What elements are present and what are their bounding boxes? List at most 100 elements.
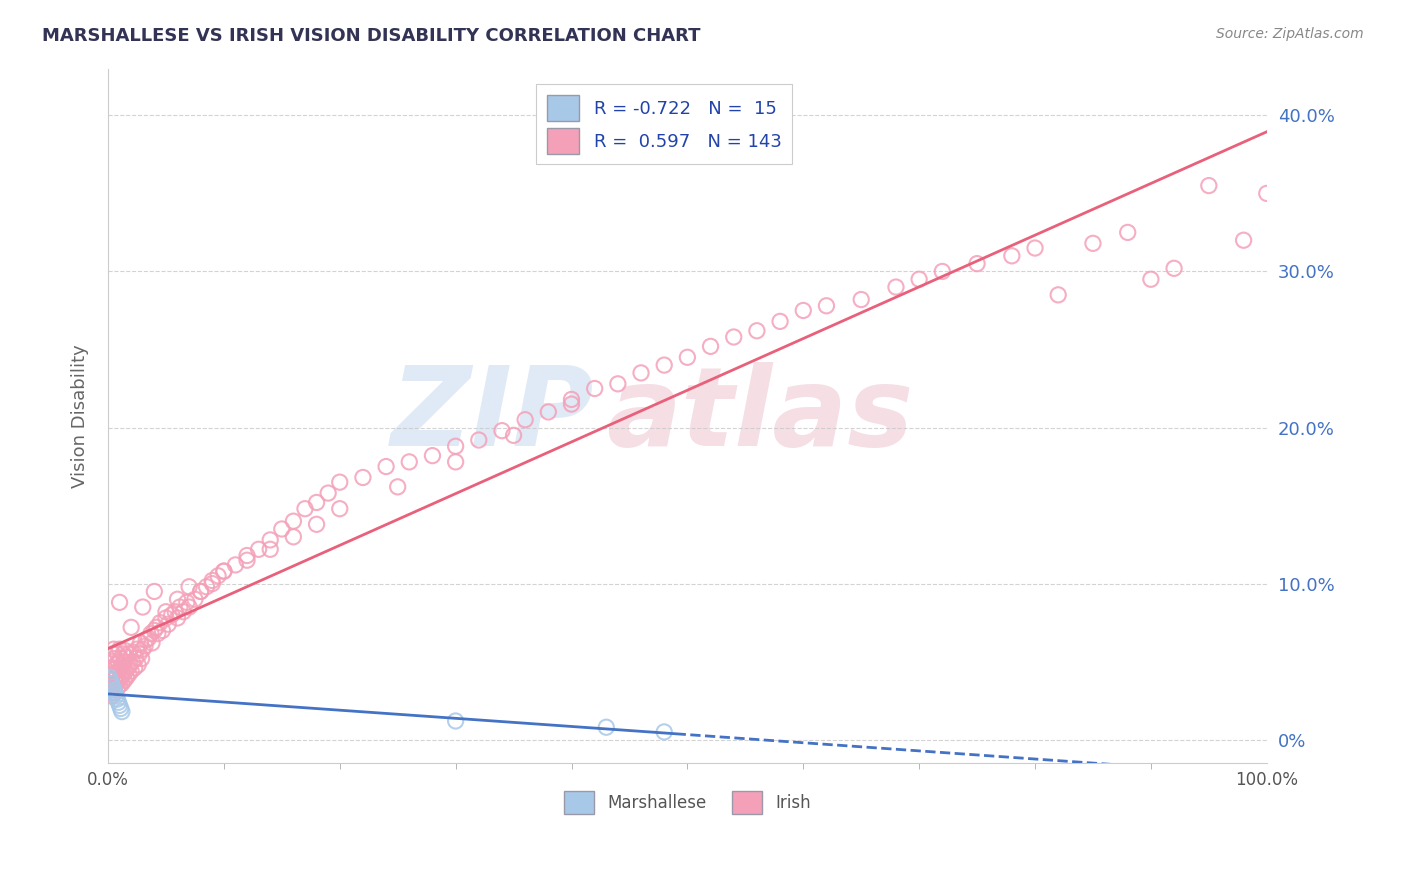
Point: [444, 714, 467, 728]
Point: [166, 592, 188, 607]
Point: [120, 664, 142, 678]
Point: [537, 405, 560, 419]
Point: [120, 620, 142, 634]
Point: [329, 501, 352, 516]
Point: [118, 667, 141, 681]
Point: [195, 580, 218, 594]
Point: [375, 459, 398, 474]
Point: [305, 517, 328, 532]
Text: atlas: atlas: [606, 362, 914, 469]
Legend: Marshallese, Irish: Marshallese, Irish: [554, 780, 821, 824]
Point: [112, 667, 135, 681]
Point: [595, 720, 617, 734]
Point: [105, 681, 128, 696]
Point: [143, 624, 166, 638]
Point: [444, 455, 467, 469]
Point: [1163, 261, 1185, 276]
Point: [769, 314, 792, 328]
Point: [1081, 236, 1104, 251]
Point: [118, 657, 141, 672]
Point: [236, 553, 259, 567]
Point: [676, 351, 699, 365]
Point: [283, 514, 305, 528]
Point: [316, 486, 339, 500]
Point: [112, 647, 135, 661]
Point: [100, 673, 122, 688]
Point: [105, 667, 128, 681]
Point: [122, 645, 145, 659]
Point: [1198, 178, 1220, 193]
Point: [114, 664, 136, 678]
Point: [398, 455, 420, 469]
Point: [792, 303, 814, 318]
Point: [1116, 226, 1139, 240]
Point: [125, 651, 148, 665]
Point: [1232, 233, 1254, 247]
Y-axis label: Vision Disability: Vision Disability: [72, 344, 89, 488]
Point: [851, 293, 873, 307]
Point: [201, 576, 224, 591]
Point: [105, 689, 128, 703]
Point: [172, 605, 194, 619]
Point: [103, 678, 125, 692]
Point: [104, 651, 127, 665]
Point: [100, 676, 122, 690]
Point: [132, 642, 155, 657]
Point: [125, 642, 148, 657]
Text: MARSHALLESE VS IRISH VISION DISABILITY CORRELATION CHART: MARSHALLESE VS IRISH VISION DISABILITY C…: [42, 27, 700, 45]
Point: [108, 663, 131, 677]
Point: [329, 475, 352, 490]
Point: [111, 705, 134, 719]
Point: [98, 670, 121, 684]
Point: [108, 642, 131, 657]
Point: [98, 667, 121, 681]
Point: [105, 657, 128, 672]
Point: [105, 692, 128, 706]
Point: [166, 611, 188, 625]
Point: [305, 495, 328, 509]
Point: [294, 501, 316, 516]
Point: [110, 701, 132, 715]
Point: [207, 569, 229, 583]
Point: [103, 682, 125, 697]
Point: [143, 584, 166, 599]
Point: [1001, 249, 1024, 263]
Point: [98, 673, 121, 688]
Point: [190, 584, 212, 599]
Point: [149, 615, 172, 630]
Point: [103, 663, 125, 677]
Point: [176, 595, 198, 609]
Point: [115, 650, 138, 665]
Point: [259, 533, 281, 547]
Point: [104, 686, 127, 700]
Point: [1140, 272, 1163, 286]
Point: [134, 639, 156, 653]
Point: [127, 657, 149, 672]
Point: [117, 661, 139, 675]
Point: [146, 626, 169, 640]
Text: Source: ZipAtlas.com: Source: ZipAtlas.com: [1216, 27, 1364, 41]
Point: [560, 397, 582, 411]
Point: [491, 424, 513, 438]
Point: [160, 607, 183, 622]
Point: [128, 647, 150, 661]
Point: [101, 680, 124, 694]
Point: [165, 605, 187, 619]
Point: [98, 678, 121, 692]
Point: [141, 636, 163, 650]
Point: [152, 624, 174, 638]
Point: [177, 580, 200, 594]
Point: [169, 600, 191, 615]
Point: [583, 382, 606, 396]
Point: [815, 299, 838, 313]
Point: [107, 673, 129, 688]
Point: [100, 689, 122, 703]
Point: [135, 632, 157, 647]
Point: [630, 366, 652, 380]
Point: [112, 655, 135, 669]
Point: [129, 636, 152, 650]
Point: [387, 480, 409, 494]
Point: [157, 617, 180, 632]
Point: [224, 558, 246, 572]
Point: [201, 574, 224, 588]
